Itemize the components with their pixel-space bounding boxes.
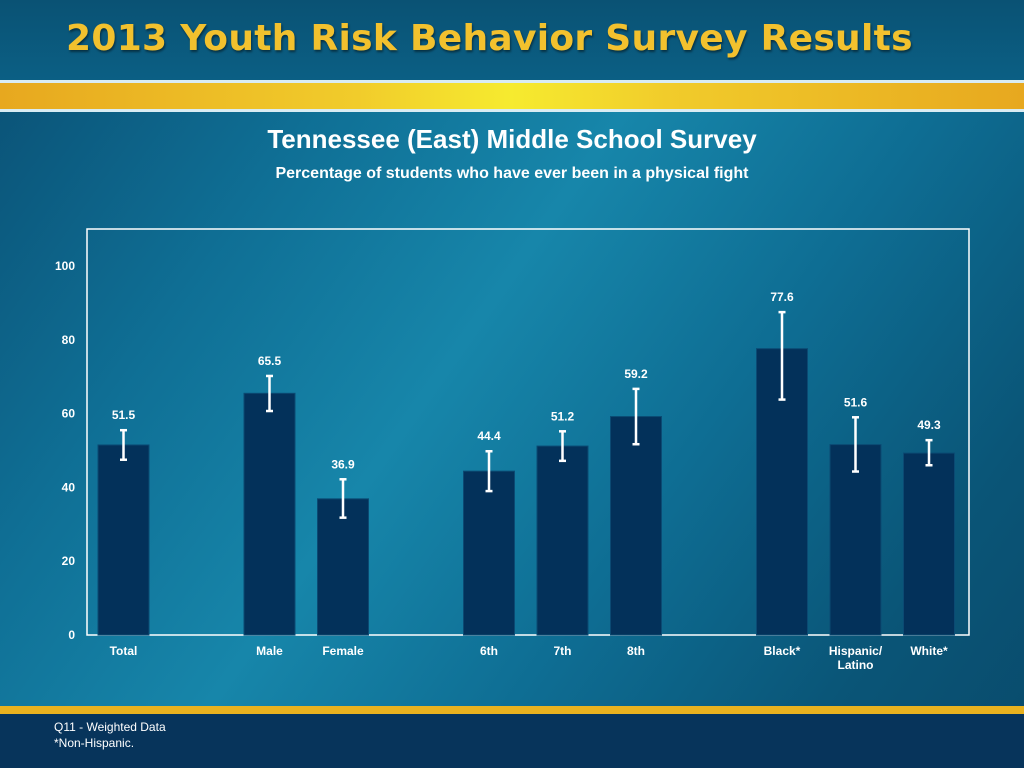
data-label: 44.4 — [477, 429, 501, 443]
x-tick-label: 6th — [480, 644, 498, 658]
y-tick-label: 100 — [55, 259, 75, 273]
y-tick-label: 40 — [62, 480, 76, 494]
footer: Q11 - Weighted Data *Non-Hispanic. — [0, 714, 1024, 768]
bar-8 — [829, 444, 882, 636]
bar-9 — [903, 452, 955, 636]
header-divider-bottom — [0, 109, 1024, 112]
chart-title: Tennessee (East) Middle School Survey — [267, 124, 757, 154]
data-label: 51.6 — [844, 395, 868, 409]
chart-subtitle: Percentage of students who have ever bee… — [275, 165, 749, 182]
x-tick-label: Hispanic/Latino — [829, 644, 883, 672]
x-tick-label: Total — [110, 644, 138, 658]
bar-2 — [243, 392, 296, 636]
data-label: 36.9 — [331, 457, 355, 471]
x-tick-label: 7th — [554, 644, 572, 658]
bar-1 — [97, 444, 150, 636]
x-tick-label: Male — [256, 644, 283, 658]
y-tick-label: 60 — [62, 407, 76, 421]
header-divider-top — [0, 80, 1024, 83]
y-tick-label: 0 — [68, 628, 75, 642]
header-banner: 2013 Youth Risk Behavior Survey Results — [0, 0, 1024, 80]
plot-frame — [86, 228, 970, 636]
header-title: 2013 Youth Risk Behavior Survey Results — [66, 18, 913, 59]
data-label: 51.5 — [112, 408, 136, 422]
footer-gold-line — [0, 706, 1024, 714]
bar-3 — [317, 498, 369, 636]
data-label: 65.5 — [258, 354, 282, 368]
bar-4 — [463, 470, 515, 636]
x-tick-label: Female — [322, 644, 364, 658]
footnote-nonhispanic: *Non-Hispanic. — [54, 736, 135, 750]
x-tick-label: White* — [910, 644, 948, 658]
bar-6 — [610, 416, 662, 636]
data-label: 77.6 — [770, 290, 794, 304]
bar-5 — [536, 445, 589, 636]
data-label: 49.3 — [917, 418, 941, 432]
data-label: 59.2 — [624, 367, 648, 381]
bar-chart: 0 20 40 60 80 100 51.5 Total 65.5 Male 36.9 Female 4… — [55, 228, 970, 672]
y-tick-label: 20 — [62, 554, 76, 568]
footnote-weighted: Q11 - Weighted Data — [54, 720, 166, 734]
x-tick-label: Black* — [764, 644, 801, 658]
data-label: 51.2 — [551, 409, 575, 423]
x-tick-label: 8th — [627, 644, 645, 658]
y-tick-label: 80 — [62, 333, 76, 347]
header-gold-band — [0, 83, 1024, 109]
